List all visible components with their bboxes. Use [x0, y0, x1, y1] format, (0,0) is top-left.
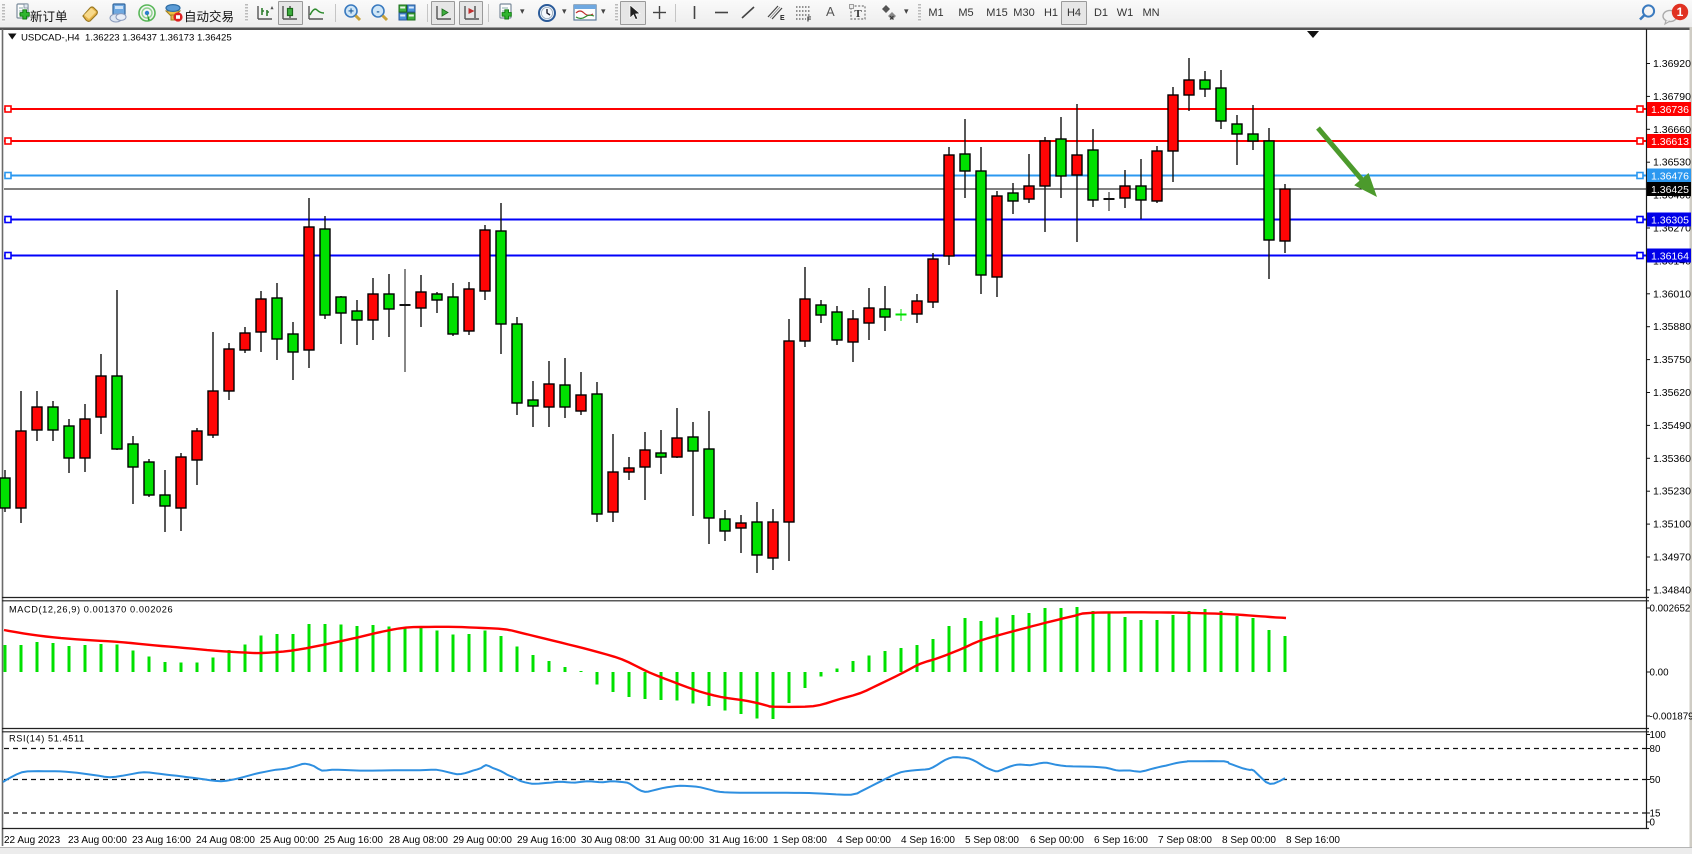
svg-text:1 Sep 08:00: 1 Sep 08:00	[773, 835, 827, 846]
svg-text:31 Aug 00:00: 31 Aug 00:00	[645, 835, 704, 846]
svg-text:-0.001879: -0.001879	[1650, 712, 1692, 723]
svg-text:+: +	[348, 6, 354, 17]
svg-text:1.35490: 1.35490	[1653, 420, 1691, 432]
svg-text:1.35360: 1.35360	[1653, 453, 1691, 465]
svg-text:100: 100	[1650, 730, 1667, 741]
svg-text:0: 0	[1650, 818, 1656, 829]
svg-text:29 Aug 16:00: 29 Aug 16:00	[517, 835, 576, 846]
svg-text:USDCAD-,H4 1.36223 1.36437 1.: USDCAD-,H4 1.36223 1.36437 1.36173 1.364…	[21, 33, 232, 44]
svg-text:24 Aug 08:00: 24 Aug 08:00	[196, 835, 255, 846]
svg-text:0.002652: 0.002652	[1650, 604, 1691, 615]
svg-text:1.36425: 1.36425	[1651, 184, 1689, 196]
svg-text:23 Aug 00:00: 23 Aug 00:00	[68, 835, 127, 846]
svg-text:4 Sep 00:00: 4 Sep 00:00	[837, 835, 891, 846]
svg-text:1.35880: 1.35880	[1653, 321, 1691, 333]
svg-text:1.36164: 1.36164	[1651, 250, 1689, 262]
svg-text:1.35750: 1.35750	[1653, 354, 1691, 366]
svg-text:F: F	[807, 17, 812, 23]
svg-text:1.35620: 1.35620	[1653, 387, 1691, 399]
svg-text:28 Aug 08:00: 28 Aug 08:00	[389, 835, 448, 846]
svg-text:1.34970: 1.34970	[1653, 552, 1691, 564]
svg-text:4 Sep 16:00: 4 Sep 16:00	[901, 835, 955, 846]
svg-text:7 Sep 08:00: 7 Sep 08:00	[1158, 835, 1212, 846]
svg-text:80: 80	[1650, 744, 1661, 755]
svg-text:1.36660: 1.36660	[1653, 124, 1691, 136]
svg-text:6 Sep 00:00: 6 Sep 00:00	[1030, 835, 1084, 846]
svg-text:1.36530: 1.36530	[1653, 157, 1691, 169]
svg-text:30 Aug 08:00: 30 Aug 08:00	[581, 835, 640, 846]
svg-text:1.35230: 1.35230	[1653, 486, 1691, 498]
svg-text:6 Sep 16:00: 6 Sep 16:00	[1094, 835, 1148, 846]
svg-text:50: 50	[1650, 775, 1661, 786]
svg-text:1.36920: 1.36920	[1653, 58, 1691, 70]
svg-text:0.00: 0.00	[1650, 668, 1670, 679]
svg-text:29 Aug 00:00: 29 Aug 00:00	[453, 835, 512, 846]
svg-text:T: T	[854, 8, 862, 20]
svg-text:1.36736: 1.36736	[1651, 104, 1689, 116]
svg-text:25 Aug 00:00: 25 Aug 00:00	[260, 835, 319, 846]
svg-text:15: 15	[1650, 809, 1661, 820]
svg-text:1: 1	[1677, 5, 1684, 19]
svg-text:8 Sep 16:00: 8 Sep 16:00	[1286, 835, 1340, 846]
svg-text:1.36305: 1.36305	[1651, 214, 1689, 226]
svg-text:RSI(14) 51.4511: RSI(14) 51.4511	[9, 734, 85, 744]
svg-text:5 Sep 08:00: 5 Sep 08:00	[965, 835, 1019, 846]
svg-text:1.35100: 1.35100	[1653, 519, 1691, 531]
svg-text:1.36010: 1.36010	[1653, 288, 1691, 300]
svg-text:1.36790: 1.36790	[1653, 91, 1691, 103]
svg-text:-: -	[376, 6, 379, 17]
svg-text:23 Aug 16:00: 23 Aug 16:00	[132, 835, 191, 846]
svg-text:31 Aug 16:00: 31 Aug 16:00	[709, 835, 768, 846]
svg-text:E: E	[780, 15, 785, 22]
svg-text:25 Aug 16:00: 25 Aug 16:00	[324, 835, 383, 846]
svg-text:22 Aug 2023: 22 Aug 2023	[4, 835, 61, 846]
svg-text:1.36613: 1.36613	[1651, 136, 1689, 148]
svg-text:MACD(12,26,9) 0.001370 0.00202: MACD(12,26,9) 0.001370 0.002026	[9, 605, 173, 615]
svg-text:1.34840: 1.34840	[1653, 584, 1691, 596]
svg-text:1.36476: 1.36476	[1651, 170, 1689, 182]
svg-text:8 Sep 00:00: 8 Sep 00:00	[1222, 835, 1276, 846]
